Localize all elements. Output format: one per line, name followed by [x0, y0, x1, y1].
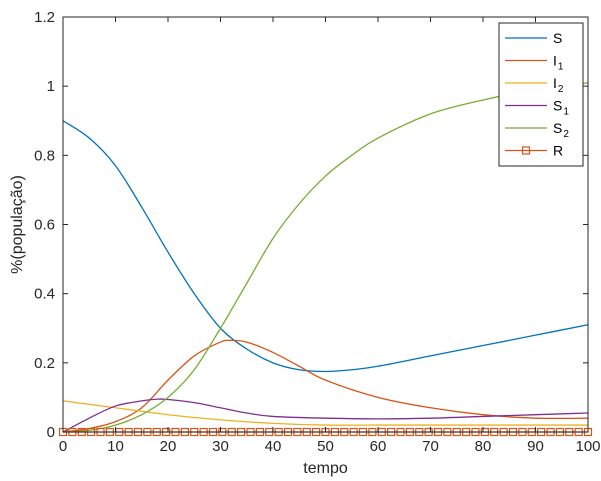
y-tick-label: 0.2	[34, 355, 55, 372]
y-tick-label: 0.6	[34, 217, 55, 234]
series-i2-line	[62, 400, 588, 426]
x-tick-label: 70	[422, 438, 439, 455]
x-tick-label: 0	[59, 438, 67, 455]
x-tick-label: 50	[317, 438, 334, 455]
legend-label-s1: S1	[553, 98, 569, 118]
legend-label-i1: I1	[553, 53, 564, 73]
x-tick-label: 90	[527, 438, 544, 455]
legend-label-base: I	[553, 53, 557, 69]
legend-label-subscript: 1	[558, 62, 564, 73]
x-tick-label: 80	[475, 438, 492, 455]
x-tick-label: 100	[575, 438, 600, 455]
legend-marker-r	[521, 146, 531, 155]
y-axis-label: %(população)	[9, 175, 26, 274]
y-tick-label: 1	[47, 78, 55, 95]
x-tick-label: 40	[265, 438, 282, 455]
y-tick-label: 0	[47, 424, 55, 441]
x-tick-label: 30	[212, 438, 229, 455]
legend-label-subscript: 1	[563, 107, 569, 118]
x-tick-label: 60	[370, 438, 387, 455]
tick-layer: 0 10 20 30 40 50 60 70 80 90 100 0 0.2 0.4 0.6 0.8 1 1.2	[34, 9, 600, 455]
legend-label-base: I	[553, 75, 557, 91]
y-tick-label: 0.8	[34, 147, 55, 164]
series-s1-line	[62, 398, 589, 433]
legend-label-subscript: 2	[563, 129, 569, 140]
series-i1-line	[62, 339, 589, 433]
legend-label-base: R	[553, 143, 563, 159]
legend-label-base: S	[553, 120, 562, 136]
x-tick-label: 10	[107, 438, 124, 455]
legend-label-s2: S2	[553, 120, 569, 140]
legend-label-s: S	[553, 30, 562, 46]
x-tick-label: 20	[160, 438, 177, 455]
series-s2-line	[62, 82, 589, 433]
x-axis-label: tempo	[303, 460, 348, 477]
legend-label-base: S	[553, 30, 562, 46]
legend-label-base: S	[553, 98, 562, 114]
series-s-line	[62, 120, 589, 373]
legend-label-r: R	[553, 143, 563, 159]
y-tick-label: 0.4	[34, 286, 55, 303]
y-tick-label: 1.2	[34, 9, 55, 26]
legend-box	[498, 22, 584, 167]
legend-label-i2: I2	[553, 75, 564, 95]
legend-label-subscript: 2	[558, 84, 564, 95]
